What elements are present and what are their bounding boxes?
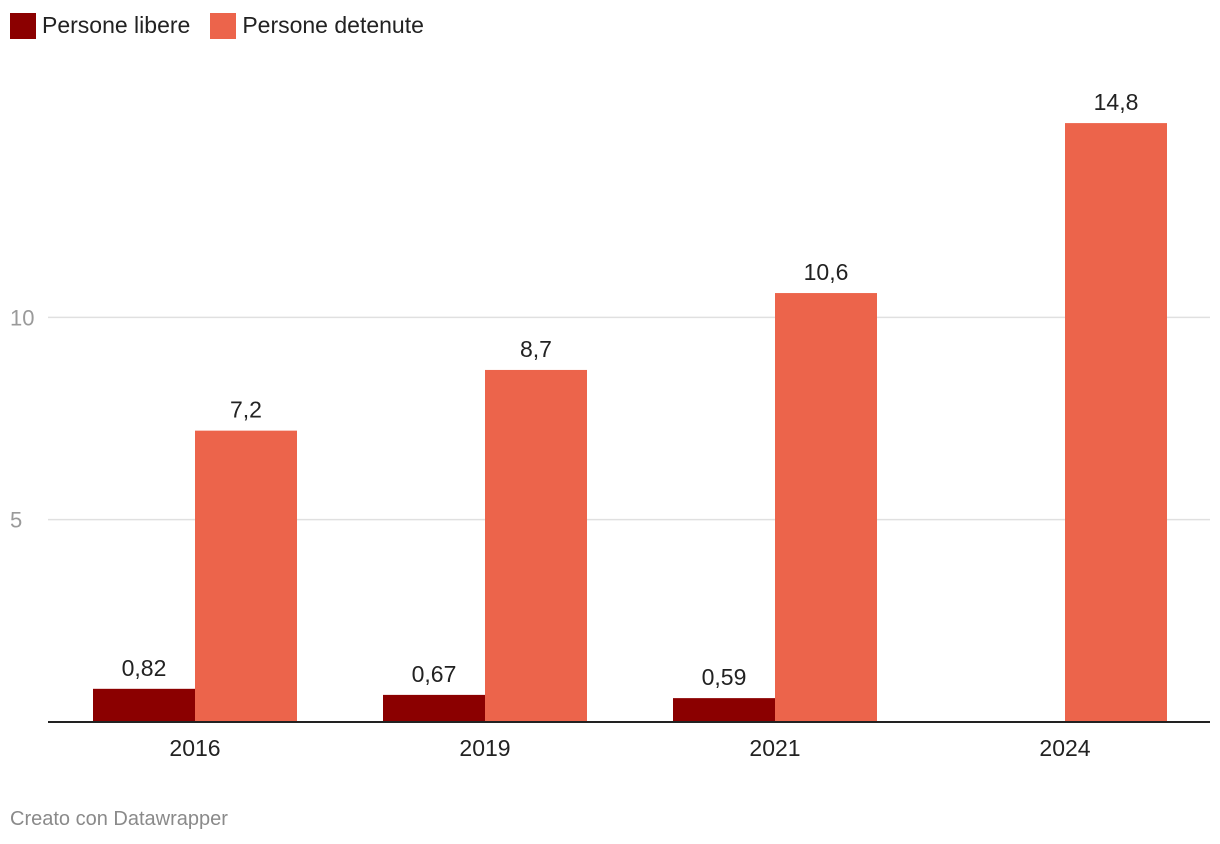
x-tick-label: 2016: [169, 735, 220, 761]
legend-label-persone-libere: Persone libere: [42, 12, 191, 38]
x-tick-label: 2024: [1039, 735, 1090, 761]
y-tick-label: 10: [10, 305, 34, 330]
bar: [485, 369, 587, 722]
data-label: 14,8: [1094, 89, 1139, 115]
legend-label-persone-detenute: Persone detenute: [242, 12, 424, 38]
x-tick-label: 2021: [749, 735, 800, 761]
legend-item-persone-libere: Persone libere: [10, 12, 190, 39]
legend: Persone libere Persone detenute: [10, 12, 444, 39]
x-tick-label: 2019: [459, 735, 510, 761]
data-label: 7,2: [230, 397, 262, 423]
y-tick-label: 5: [10, 508, 22, 533]
bar: [775, 293, 877, 722]
bar: [195, 430, 297, 722]
data-label: 10,6: [804, 259, 849, 285]
bar-chart: 5 10 0,82 7,2 2016 0,67 8,7 2019 0,59 10,6 2021 14,…: [10, 89, 1210, 761]
legend-item-persone-detenute: Persone detenute: [210, 12, 424, 39]
legend-swatch-persone-detenute: [210, 12, 237, 39]
legend-swatch-persone-libere: [10, 12, 36, 39]
footer-credit: Creato con Datawrapper: [10, 808, 228, 830]
bar: [383, 694, 485, 722]
bar: [673, 698, 775, 722]
bar: [93, 688, 195, 722]
data-label: 0,59: [702, 664, 747, 690]
bar: [1065, 123, 1167, 723]
data-label: 0,67: [412, 661, 457, 687]
data-label: 8,7: [520, 336, 552, 362]
data-label: 0,82: [122, 655, 167, 681]
